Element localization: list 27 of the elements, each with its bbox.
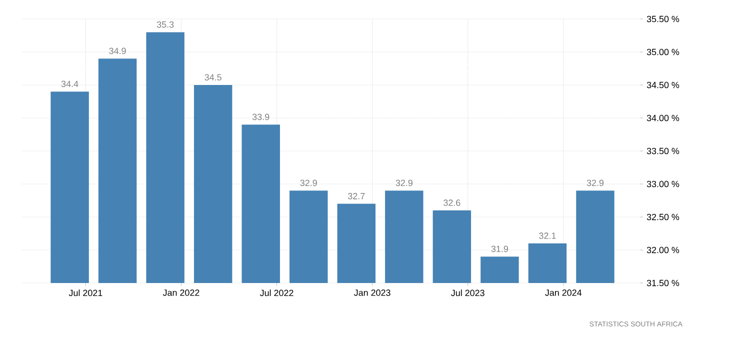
data-label: 32.1 [539,232,556,239]
x-tick-label: Jan 2024 [545,290,582,296]
data-label: 31.9 [491,246,508,252]
x-tick-label: Jul 2023 [451,290,484,296]
data-label: 32.9 [586,180,604,186]
y-tick-label: 32.00 % [646,246,680,254]
data-label: 32.9 [396,180,412,186]
data-label: 35.3 [156,21,174,28]
y-tick-label: 35.00 % [646,48,680,56]
data-label: 34.5 [204,74,222,80]
y-tick-label: 31.50 % [646,280,680,286]
data-label: 32.7 [348,192,365,200]
y-tick-label: 32.50 % [646,214,680,220]
y-tick-label: 34.00 % [646,114,680,122]
y-tick-label: 34.50 % [646,82,680,88]
data-label: 34.9 [109,48,126,54]
data-label: 32.9 [300,180,317,186]
y-tick-label: 33.50 % [646,148,680,154]
data-label: 32.6 [444,200,460,206]
y-tick-label: 35.50 % [646,16,680,22]
y-tick-label: 33.00 % [646,180,680,188]
x-tick-label: Jul 2022 [260,290,294,296]
x-tick-label: Jan 2022 [162,290,200,296]
x-tick-label: Jul 2021 [68,290,102,296]
data-label: 33.9 [252,114,270,120]
data-label: 34.4 [61,80,78,88]
x-tick-label: Jan 2023 [354,290,390,296]
